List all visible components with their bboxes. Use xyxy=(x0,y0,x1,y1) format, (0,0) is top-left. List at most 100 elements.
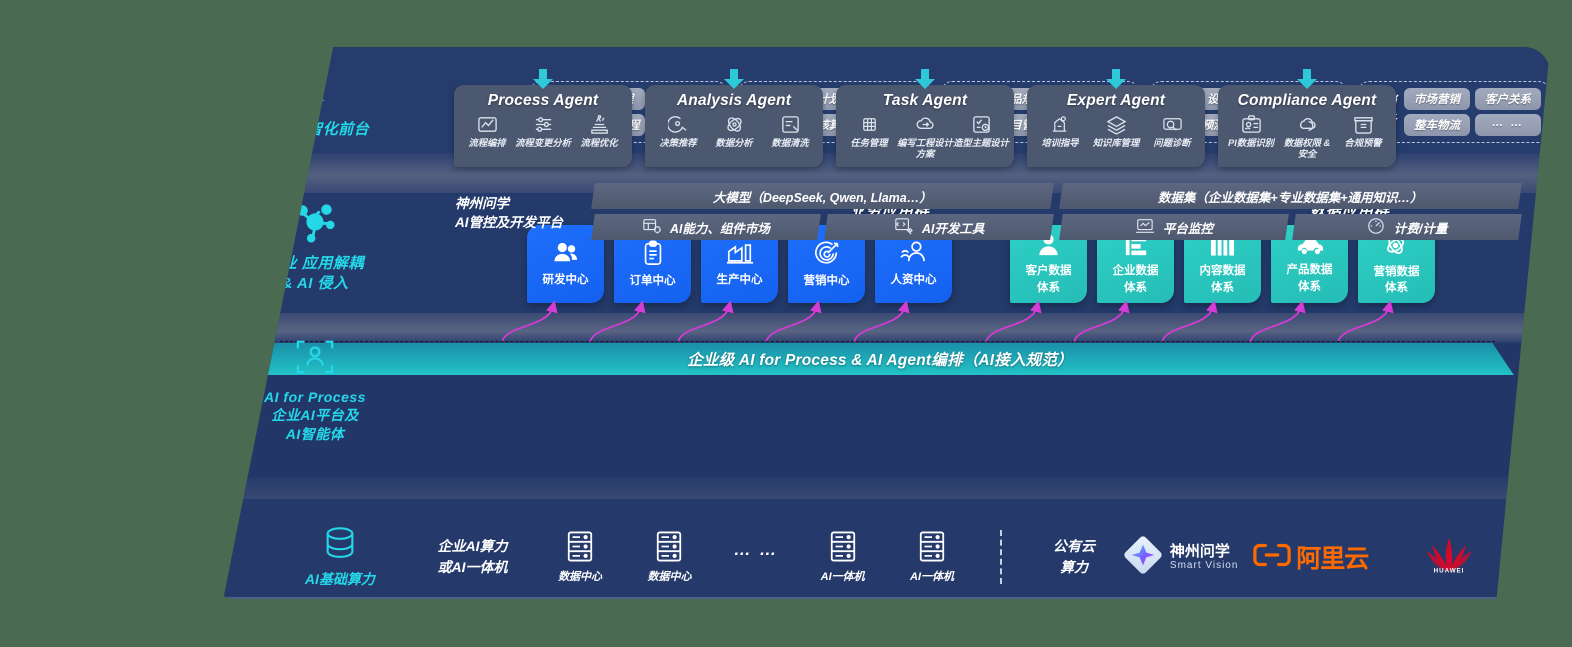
agent-feature[interactable]: 编写工程设计方案 xyxy=(897,114,953,159)
diagnose-icon xyxy=(1144,114,1200,136)
pill[interactable]: 整车物流 xyxy=(1404,114,1471,136)
agent-feature[interactable]: 数据权限 & 安全 xyxy=(1279,114,1335,159)
card-label: 企业数据 xyxy=(1112,265,1159,278)
infra-ellipsis: … … xyxy=(714,539,798,574)
platform-llm-bar[interactable]: 大模型（DeepSeek, Qwen, Llama…） xyxy=(591,183,1054,209)
card-label: 客户数据 xyxy=(1025,265,1072,278)
ellipsis-label: … … xyxy=(733,540,779,560)
connector-arrows xyxy=(501,300,1394,343)
agent-feature[interactable]: 流程编排 xyxy=(459,114,515,149)
divider-dashed xyxy=(280,341,1495,342)
agent-title: Expert Agent xyxy=(1066,92,1166,109)
agent-feature[interactable]: 数据清洗 xyxy=(762,114,818,149)
infrastructure-row: AI基础算力 企业AI算力 或AI一体机 数据中心 xyxy=(270,515,1500,599)
agent-feature[interactable]: PI数据识别 xyxy=(1223,114,1279,149)
platform-component-market[interactable]: AI能力、组件市场 xyxy=(591,214,821,240)
training-icon xyxy=(1032,114,1088,136)
rail-label-aiprocess-3: AI智能体 xyxy=(285,425,345,442)
feature-label: 数据分析 xyxy=(715,138,753,148)
feature-label: 任务管理 xyxy=(850,138,888,148)
card-label: 产品数据 xyxy=(1286,264,1333,277)
vendor-name-en: Smart Vision xyxy=(1169,559,1239,571)
agent-feature[interactable]: 任务管理 xyxy=(841,114,897,149)
infra-node-datacenter-1[interactable]: 数据中心 xyxy=(535,530,624,585)
agent-title: Analysis Agent xyxy=(676,92,792,109)
layers-icon xyxy=(1088,114,1144,136)
infra-node-appliance-2[interactable]: AI一体机 xyxy=(887,530,976,585)
data-clean-icon xyxy=(762,114,818,136)
ai-banner-text: 企业级 AI for Process & AI Agent编排（AI接入规范） xyxy=(687,352,1073,369)
agent-card-list: Process Agent 流程编排 xyxy=(454,69,1396,167)
vendor-shenzhou-wenxue[interactable]: 神州问学 Smart Vision xyxy=(1123,535,1253,580)
agent-feature[interactable]: 合规预警 xyxy=(1335,114,1391,149)
gauge-icon xyxy=(1366,217,1386,238)
card-label-2: 体系 xyxy=(1211,281,1234,294)
rail-label-ai-compute: AI基础算力 xyxy=(304,571,375,588)
pill-more[interactable]: … … xyxy=(1475,114,1542,136)
shield-cloud-icon xyxy=(1279,114,1335,136)
infra-node-label: AI一体机 xyxy=(910,570,955,583)
sliders-icon xyxy=(515,114,571,136)
person-scan-icon xyxy=(223,337,410,382)
decision-icon xyxy=(650,114,706,136)
agent-process[interactable]: Process Agent 流程编排 xyxy=(454,69,632,167)
agent-feature[interactable]: 知识库管理 xyxy=(1088,114,1144,149)
flow-chart-icon xyxy=(459,114,515,136)
platform-bar-label: 平台监控 xyxy=(1162,221,1213,236)
band-infrastructure xyxy=(223,499,1550,599)
agent-feature[interactable]: 流程优化 xyxy=(571,114,627,149)
server-icon xyxy=(654,530,684,568)
factory-icon xyxy=(726,240,754,271)
molecule-icon xyxy=(223,201,410,248)
feature-label: 流程编排 xyxy=(468,138,506,148)
pill[interactable]: 客户关系 xyxy=(1475,88,1542,110)
archive-icon xyxy=(1335,114,1391,136)
agent-compliance[interactable]: Compliance Agent PI数据识别 xyxy=(1218,69,1396,167)
pill[interactable]: 市场营销 xyxy=(1404,88,1471,110)
card-label: 营销数据 xyxy=(1373,265,1420,278)
agent-feature[interactable]: 培训指导 xyxy=(1032,114,1088,149)
agent-expert[interactable]: Expert Agent 培训指导 xyxy=(1027,69,1205,167)
agent-feature[interactable]: 数据分析 xyxy=(706,114,762,149)
server-icon xyxy=(917,530,947,568)
card-label: 订单中心 xyxy=(629,274,676,287)
atom-small-icon xyxy=(706,114,762,136)
platform-billing[interactable]: 计费/计量 xyxy=(1292,214,1522,240)
infra-node-datacenter-2[interactable]: 数据中心 xyxy=(625,530,714,585)
feature-label: 合规预警 xyxy=(1344,138,1382,148)
public-cloud-line2: 算力 xyxy=(1060,558,1089,575)
database-icon xyxy=(320,525,360,568)
agent-feature[interactable]: 造型主题设计 xyxy=(953,114,1009,149)
vendor-aliyun[interactable]: 阿里云 xyxy=(1253,539,1397,575)
card-rd-center[interactable]: 研发中心 xyxy=(527,225,604,303)
monitor-icon xyxy=(1135,217,1155,238)
agent-feature[interactable]: 流程变更分析 xyxy=(515,114,571,149)
agent-feature[interactable]: 问题诊断 xyxy=(1144,114,1200,149)
arrow-down-icon xyxy=(914,69,936,94)
feature-label: 数据权限 & 安全 xyxy=(1283,138,1331,159)
vendor-huawei[interactable]: HUAWEI xyxy=(1398,537,1500,578)
cloud-gear-icon xyxy=(897,114,953,136)
feature-label: 培训指导 xyxy=(1041,138,1079,148)
agent-analysis[interactable]: Analysis Agent 决策推荐 xyxy=(645,69,823,167)
platform-dev-tools[interactable]: AI开发工具 xyxy=(824,214,1054,240)
server-icon xyxy=(828,530,858,568)
task-net-icon xyxy=(841,114,897,136)
agent-feature[interactable]: 决策推荐 xyxy=(650,114,706,149)
platform-monitoring[interactable]: 平台监控 xyxy=(1059,214,1289,240)
arrow-down-icon xyxy=(1296,69,1318,94)
public-cloud-label: 公有云 算力 xyxy=(1025,538,1123,576)
platform-dataset-bar[interactable]: 数据集（企业数据集+专业数据集+通用知识…） xyxy=(1059,183,1522,209)
feature-label: 流程优化 xyxy=(580,138,618,148)
platform-label: 神州问学 AI管控及开发平台 xyxy=(445,183,593,245)
agent-task[interactable]: Task Agent 任务管理 xyxy=(836,69,1014,167)
infra-node-appliance-1[interactable]: AI一体机 xyxy=(798,530,887,585)
huawei-logo: HUAWEI xyxy=(1423,537,1475,578)
ai-orchestration-banner[interactable]: 企业级 AI for Process & AI Agent编排（AI接入规范） xyxy=(246,343,1514,375)
compute-label-line2: 或AI一体机 xyxy=(437,558,508,575)
card-label-2: 体系 xyxy=(1124,281,1147,294)
rail-label-decoupling-1: 企业 应用解耦 xyxy=(266,255,364,272)
vendor-name-cn: 阿里云 xyxy=(1296,545,1369,573)
floor-line xyxy=(223,597,1550,599)
clipboard-icon xyxy=(641,240,665,272)
